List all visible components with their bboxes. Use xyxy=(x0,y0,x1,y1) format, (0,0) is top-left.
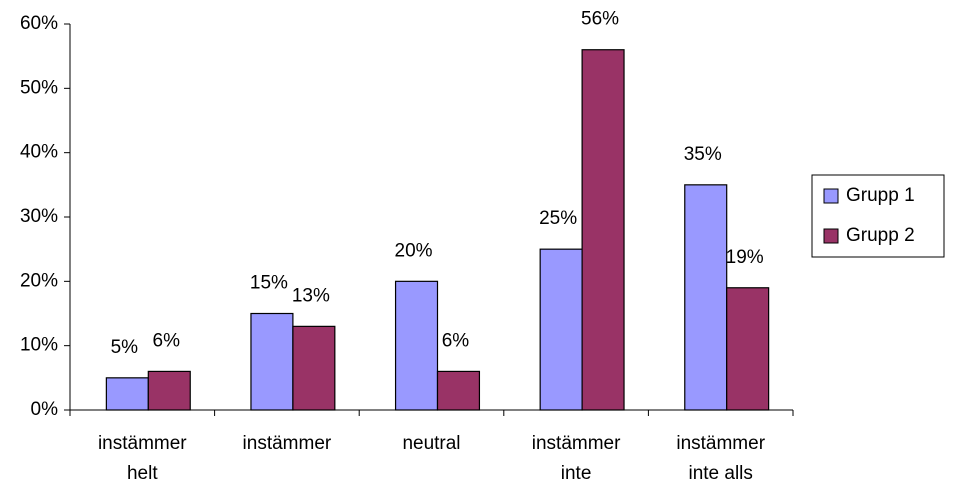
y-tick-label: 10% xyxy=(20,335,58,356)
bar xyxy=(539,248,583,411)
value-label: 35% xyxy=(684,144,722,165)
y-tick-label: 60% xyxy=(20,13,58,34)
y-tick-label: 40% xyxy=(20,142,58,163)
x-tick-label: helt xyxy=(127,463,158,484)
value-label: 6% xyxy=(442,330,470,351)
bar xyxy=(394,280,439,411)
x-tick-label: inte alls xyxy=(688,463,752,484)
value-label: 13% xyxy=(292,285,330,306)
bar xyxy=(436,370,481,411)
value-label: 15% xyxy=(250,273,288,294)
x-tick-label: instämmer xyxy=(532,433,621,454)
bar xyxy=(726,287,770,411)
x-tick-label: instämmer xyxy=(98,433,187,454)
y-tick-label: 0% xyxy=(31,399,59,420)
legend-swatch xyxy=(823,228,839,244)
bar xyxy=(105,377,149,411)
x-tick-label: instämmer xyxy=(676,433,765,454)
x-tick-label: neutral xyxy=(402,433,460,454)
x-tick-label: instämmer xyxy=(243,433,332,454)
bar xyxy=(147,370,191,411)
value-label: 20% xyxy=(395,240,433,261)
value-label: 25% xyxy=(539,208,577,229)
bar xyxy=(581,49,625,411)
value-label: 5% xyxy=(111,337,139,358)
y-tick-label: 50% xyxy=(20,77,58,98)
legend-swatch xyxy=(823,188,839,204)
bar xyxy=(292,325,336,411)
bar xyxy=(250,312,294,411)
legend-label: Grupp 1 xyxy=(846,185,915,206)
y-tick-label: 30% xyxy=(20,206,58,227)
value-label: 56% xyxy=(581,9,619,30)
y-tick-label: 20% xyxy=(20,270,58,291)
bar xyxy=(684,184,728,411)
value-label: 19% xyxy=(726,247,764,268)
legend-label: Grupp 2 xyxy=(846,225,915,246)
value-label: 6% xyxy=(153,330,181,351)
x-tick-label: inte xyxy=(561,463,592,484)
